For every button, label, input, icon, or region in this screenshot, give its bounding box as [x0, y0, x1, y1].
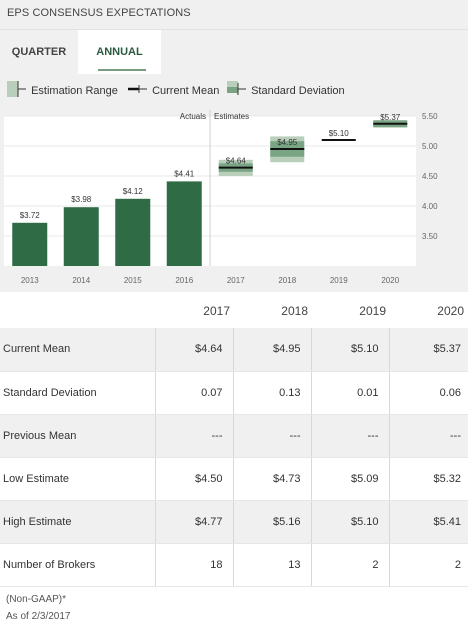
legend-estimation-range: Estimation Range: [6, 81, 118, 99]
tab-quarter-label: QUARTER: [11, 46, 67, 58]
x-tick-label: 2015: [124, 276, 142, 285]
table-row: High Estimate $4.77 $5.16 $5.10 $5.41: [0, 500, 468, 544]
table-cell: 2: [311, 543, 390, 587]
row-label: Number of Brokers: [0, 543, 156, 587]
current-mean-icon: [128, 85, 147, 93]
mean-value-label: $5.37: [380, 113, 401, 122]
table-row: Previous Mean --- --- --- ---: [0, 414, 468, 458]
tab-annual-label: ANNUAL: [96, 46, 143, 58]
table-cell: 0.07: [155, 371, 234, 415]
column-header-2019: 2019: [359, 304, 386, 318]
table-cell: 0.06: [389, 371, 468, 415]
table-cell: ---: [311, 414, 390, 458]
period-tabs: QUARTER ANNUAL: [0, 30, 468, 74]
actuals-label: Actuals: [180, 112, 206, 121]
row-label: Low Estimate: [0, 457, 156, 501]
footnote-gaap: (Non-GAAP)*: [6, 594, 67, 605]
row-label: High Estimate: [0, 500, 156, 544]
column-header-2018: 2018: [281, 304, 308, 318]
mean-value-label: $4.95: [277, 138, 298, 147]
bar-value-label: $3.98: [71, 195, 92, 204]
estimation-range-icon: [7, 81, 26, 97]
row-label: Standard Deviation: [0, 371, 156, 415]
table-cell: 0.01: [311, 371, 390, 415]
y-tick-label: 5.50: [422, 112, 438, 121]
bar-value-label: $3.72: [20, 211, 41, 220]
table-cell: $4.50: [155, 457, 234, 501]
table-cell: 2: [389, 543, 468, 587]
mean-value-label: $4.64: [226, 157, 247, 166]
table-cell: $5.09: [311, 457, 390, 501]
row-label: Current Mean: [0, 328, 156, 372]
table-cell: ---: [155, 414, 234, 458]
column-header-2017: 2017: [203, 304, 230, 318]
legend-range-label: Estimation Range: [31, 84, 118, 97]
table-column-headers: 2017 2018 2019 2020: [0, 292, 468, 328]
table-cell: $5.41: [389, 500, 468, 544]
table-cell: $5.32: [389, 457, 468, 501]
estimates-label: Estimates: [214, 112, 249, 121]
eps-table: Current Mean $4.64 $4.95 $5.10 $5.37 Sta…: [0, 328, 468, 587]
y-tick-label: 5.00: [422, 142, 438, 151]
legend-std-label: Standard Deviation: [251, 84, 345, 97]
footnote-date: As of 2/3/2017: [6, 611, 71, 622]
x-tick-label: 2018: [278, 276, 296, 285]
table-cell: $5.10: [311, 500, 390, 544]
table-cell: $4.73: [233, 457, 312, 501]
table-row: Current Mean $4.64 $4.95 $5.10 $5.37: [0, 328, 468, 372]
eps-chart: 5.50 5.00 4.50 4.00 3.50 Actuals Estimates $3.7…: [0, 106, 468, 292]
eps-chart-svg: 5.50 5.00 4.50 4.00 3.50 Actuals Estimates $3.7…: [4, 110, 438, 285]
y-tick-label: 4.00: [422, 202, 438, 211]
bar-value-label: $4.12: [123, 187, 144, 196]
x-tick-label: 2017: [227, 276, 245, 285]
x-tick-label: 2019: [330, 276, 348, 285]
table-cell: 18: [155, 543, 234, 587]
row-label: Previous Mean: [0, 414, 156, 458]
x-tick-label: 2013: [21, 276, 39, 285]
tab-active-underline: [98, 69, 146, 71]
table-cell: 0.13: [233, 371, 312, 415]
bar: [63, 207, 99, 266]
y-tick-label: 3.50: [422, 232, 438, 241]
table-row: Number of Brokers 18 13 2 2: [0, 543, 468, 587]
section-header: EPS CONSENSUS EXPECTATIONS: [0, 0, 468, 30]
bar: [115, 198, 151, 266]
x-tick-label: 2014: [72, 276, 90, 285]
legend-standard-deviation: Standard Deviation: [226, 81, 345, 99]
table-row: Low Estimate $4.50 $4.73 $5.09 $5.32: [0, 457, 468, 501]
chart-legend: Estimation Range Current Mean Standard D…: [0, 74, 468, 106]
y-tick-label: 4.50: [422, 172, 438, 181]
tab-annual[interactable]: ANNUAL: [78, 30, 161, 74]
table-cell: $4.95: [233, 328, 312, 372]
legend-current-mean: Current Mean: [127, 83, 219, 99]
table-row: Standard Deviation 0.07 0.13 0.01 0.06: [0, 371, 468, 415]
x-tick-label: 2016: [175, 276, 193, 285]
table-cell: $4.64: [155, 328, 234, 372]
table-cell: $4.77: [155, 500, 234, 544]
table-cell: $5.10: [311, 328, 390, 372]
bar: [12, 222, 48, 266]
bar: [166, 181, 202, 266]
bar-value-label: $4.41: [174, 169, 195, 178]
standard-deviation-icon: [227, 81, 246, 95]
tab-quarter[interactable]: QUARTER: [0, 30, 78, 74]
table-cell: $5.16: [233, 500, 312, 544]
mean-value-label: $5.10: [329, 129, 350, 138]
table-cell: ---: [389, 414, 468, 458]
table-cell: 13: [233, 543, 312, 587]
legend-mean-label: Current Mean: [152, 84, 220, 97]
table-cell: ---: [233, 414, 312, 458]
table-cell: $5.37: [389, 328, 468, 372]
section-title: EPS CONSENSUS EXPECTATIONS: [7, 7, 191, 19]
x-tick-label: 2020: [381, 276, 399, 285]
column-header-2020: 2020: [437, 304, 464, 318]
